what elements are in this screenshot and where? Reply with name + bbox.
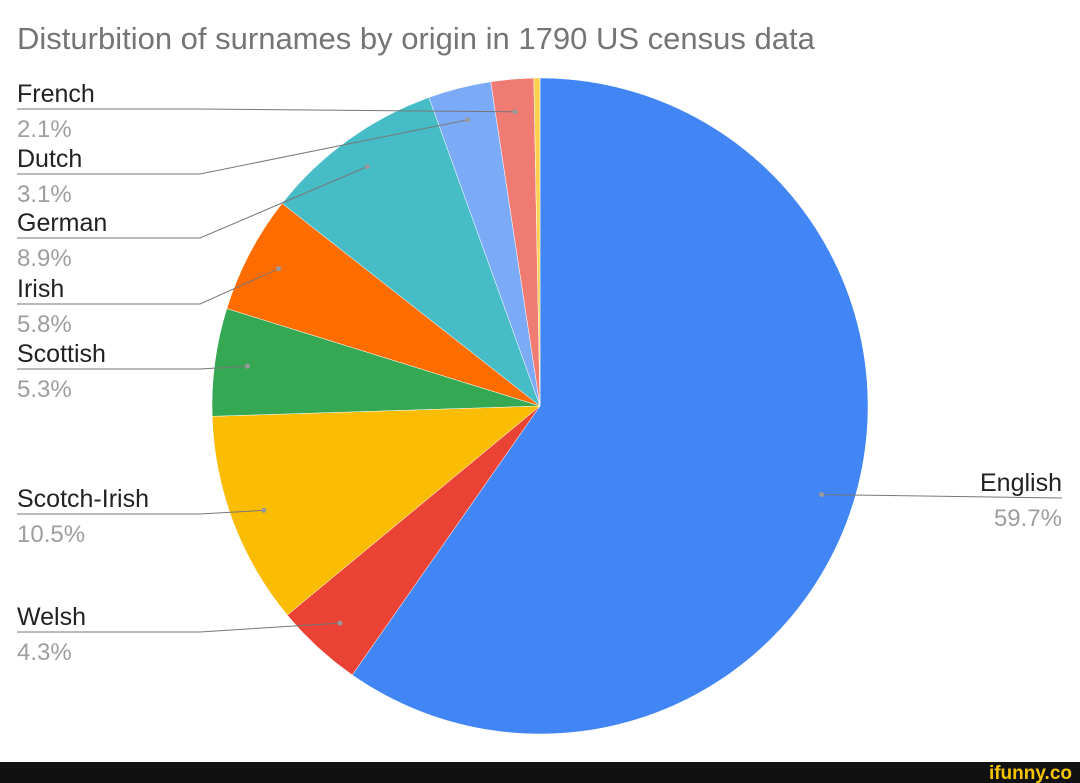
- pie-slice: [211, 405, 541, 616]
- slice-label: Scottish: [17, 340, 106, 368]
- slice-label: Welsh: [17, 603, 86, 631]
- leader-line: [17, 622, 340, 633]
- watermark-bar: [0, 762, 1080, 783]
- leader-line: [17, 509, 264, 515]
- value-label: 59.7%: [994, 505, 1062, 532]
- value-label: 2.1%: [17, 116, 72, 143]
- value-label: 3.1%: [17, 181, 72, 208]
- slice-label: German: [17, 209, 107, 237]
- leader-dot: [244, 363, 250, 369]
- value-label: 4.3%: [17, 639, 72, 666]
- value-label: 5.8%: [17, 311, 72, 338]
- watermark: ifunny.co: [989, 763, 1072, 783]
- leader-line: [17, 268, 279, 305]
- slice-label: French: [17, 80, 95, 108]
- leader-dot: [819, 492, 825, 498]
- pie-slice: [533, 77, 541, 407]
- leader-dot: [464, 117, 470, 123]
- leader-line: [17, 119, 468, 175]
- value-label: 8.9%: [17, 245, 72, 272]
- chart-title: Disturbition of surnames by origin in 17…: [17, 21, 816, 56]
- pie-slice: [281, 97, 541, 407]
- leader-line: [17, 365, 248, 370]
- slice-label: Dutch: [17, 145, 82, 173]
- leader-line: [17, 108, 515, 113]
- leader-dot: [276, 266, 282, 272]
- value-label: 10.5%: [17, 521, 85, 548]
- leader-dot: [364, 164, 370, 170]
- leader-dot: [261, 507, 267, 513]
- slice-label: Scotch-Irish: [17, 485, 149, 513]
- leader-dot: [337, 620, 343, 626]
- pie-slice: [351, 77, 869, 735]
- slice-label: Irish: [17, 275, 64, 303]
- leader-line: [821, 494, 1063, 499]
- slice-label: English: [980, 469, 1062, 497]
- leader-dot: [512, 109, 518, 115]
- leader-line: [17, 166, 368, 239]
- value-label: 5.3%: [17, 376, 72, 403]
